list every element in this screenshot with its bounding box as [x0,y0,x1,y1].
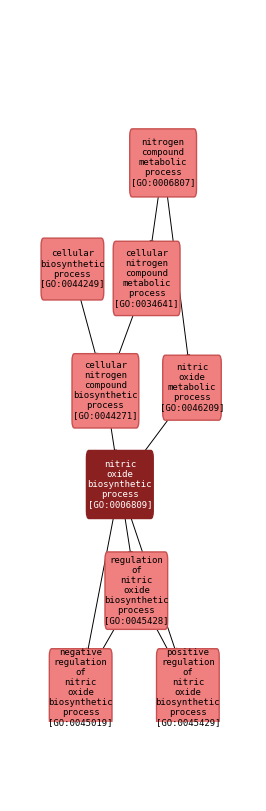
FancyBboxPatch shape [86,450,153,518]
Text: cellular
biosynthetic
process
[GO:0044249]: cellular biosynthetic process [GO:004424… [40,250,105,289]
FancyBboxPatch shape [72,354,139,428]
Text: cellular
nitrogen
compound
biosynthetic
process
[GO:0044271]: cellular nitrogen compound biosynthetic … [73,361,138,420]
Text: regulation
of
nitric
oxide
biosynthetic
process
[GO:0045428]: regulation of nitric oxide biosynthetic … [104,556,169,625]
FancyBboxPatch shape [105,552,168,629]
FancyBboxPatch shape [163,355,221,420]
FancyBboxPatch shape [156,649,219,726]
Text: nitric
oxide
biosynthetic
process
[GO:0006809]: nitric oxide biosynthetic process [GO:00… [88,460,152,509]
Text: nitric
oxide
metabolic
process
[GO:0046209]: nitric oxide metabolic process [GO:00462… [160,363,224,412]
Text: cellular
nitrogen
compound
metabolic
process
[GO:0034641]: cellular nitrogen compound metabolic pro… [114,249,179,308]
FancyBboxPatch shape [41,238,104,300]
Text: negative
regulation
of
nitric
oxide
biosynthetic
process
[GO:0045019]: negative regulation of nitric oxide bios… [48,648,113,727]
FancyBboxPatch shape [113,241,180,315]
Text: positive
regulation
of
nitric
oxide
biosynthetic
process
[GO:0045429]: positive regulation of nitric oxide bios… [156,648,220,727]
Text: nitrogen
compound
metabolic
process
[GO:0006807]: nitrogen compound metabolic process [GO:… [131,139,195,187]
FancyBboxPatch shape [130,129,197,197]
FancyBboxPatch shape [49,649,112,726]
